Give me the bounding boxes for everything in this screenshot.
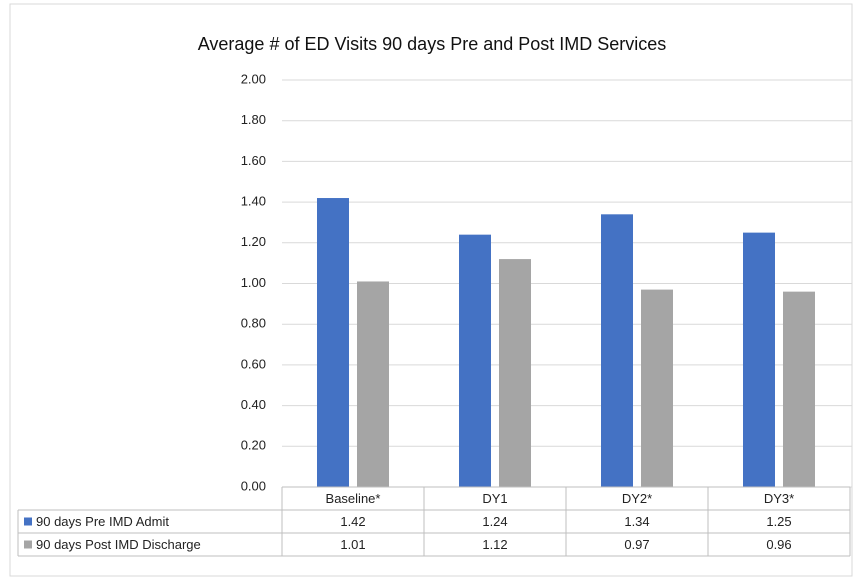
bar xyxy=(601,214,633,487)
chart-title: Average # of ED Visits 90 days Pre and P… xyxy=(198,34,667,54)
y-tick-label: 0.60 xyxy=(241,356,266,371)
bar xyxy=(317,198,349,487)
x-tick-label: DY3* xyxy=(764,491,794,506)
bar xyxy=(641,289,673,487)
y-tick-label: 1.80 xyxy=(241,112,266,127)
table-value: 1.42 xyxy=(340,514,365,529)
x-tick-label: DY2* xyxy=(622,491,652,506)
bar xyxy=(743,232,775,487)
y-tick-label: 0.00 xyxy=(241,478,266,493)
chart-frame xyxy=(9,3,853,577)
table-value: 0.96 xyxy=(766,537,791,552)
y-tick-label: 0.80 xyxy=(241,316,266,331)
y-tick-label: 2.00 xyxy=(241,71,266,86)
table-value: 1.25 xyxy=(766,514,791,529)
legend-label: 90 days Post IMD Discharge xyxy=(36,537,201,552)
bar xyxy=(459,234,491,487)
y-tick-label: 0.20 xyxy=(241,438,266,453)
bar xyxy=(783,291,815,487)
y-tick-label: 1.20 xyxy=(241,234,266,249)
y-tick-label: 1.40 xyxy=(241,194,266,209)
legend-key xyxy=(24,517,32,526)
table-value: 1.34 xyxy=(624,514,649,529)
table-value: 1.12 xyxy=(482,537,507,552)
x-tick-label: DY1 xyxy=(482,491,507,506)
y-tick-label: 1.00 xyxy=(241,275,266,290)
y-tick-label: 0.40 xyxy=(241,397,266,412)
bar xyxy=(357,281,389,487)
table-value: 1.24 xyxy=(482,514,507,529)
legend-label: 90 days Pre IMD Admit xyxy=(36,514,169,529)
x-tick-label: Baseline* xyxy=(326,491,381,506)
table-value: 0.97 xyxy=(624,537,649,552)
bar xyxy=(499,259,531,487)
legend-key xyxy=(24,540,32,549)
y-tick-label: 1.60 xyxy=(241,153,266,168)
table-value: 1.01 xyxy=(340,537,365,552)
